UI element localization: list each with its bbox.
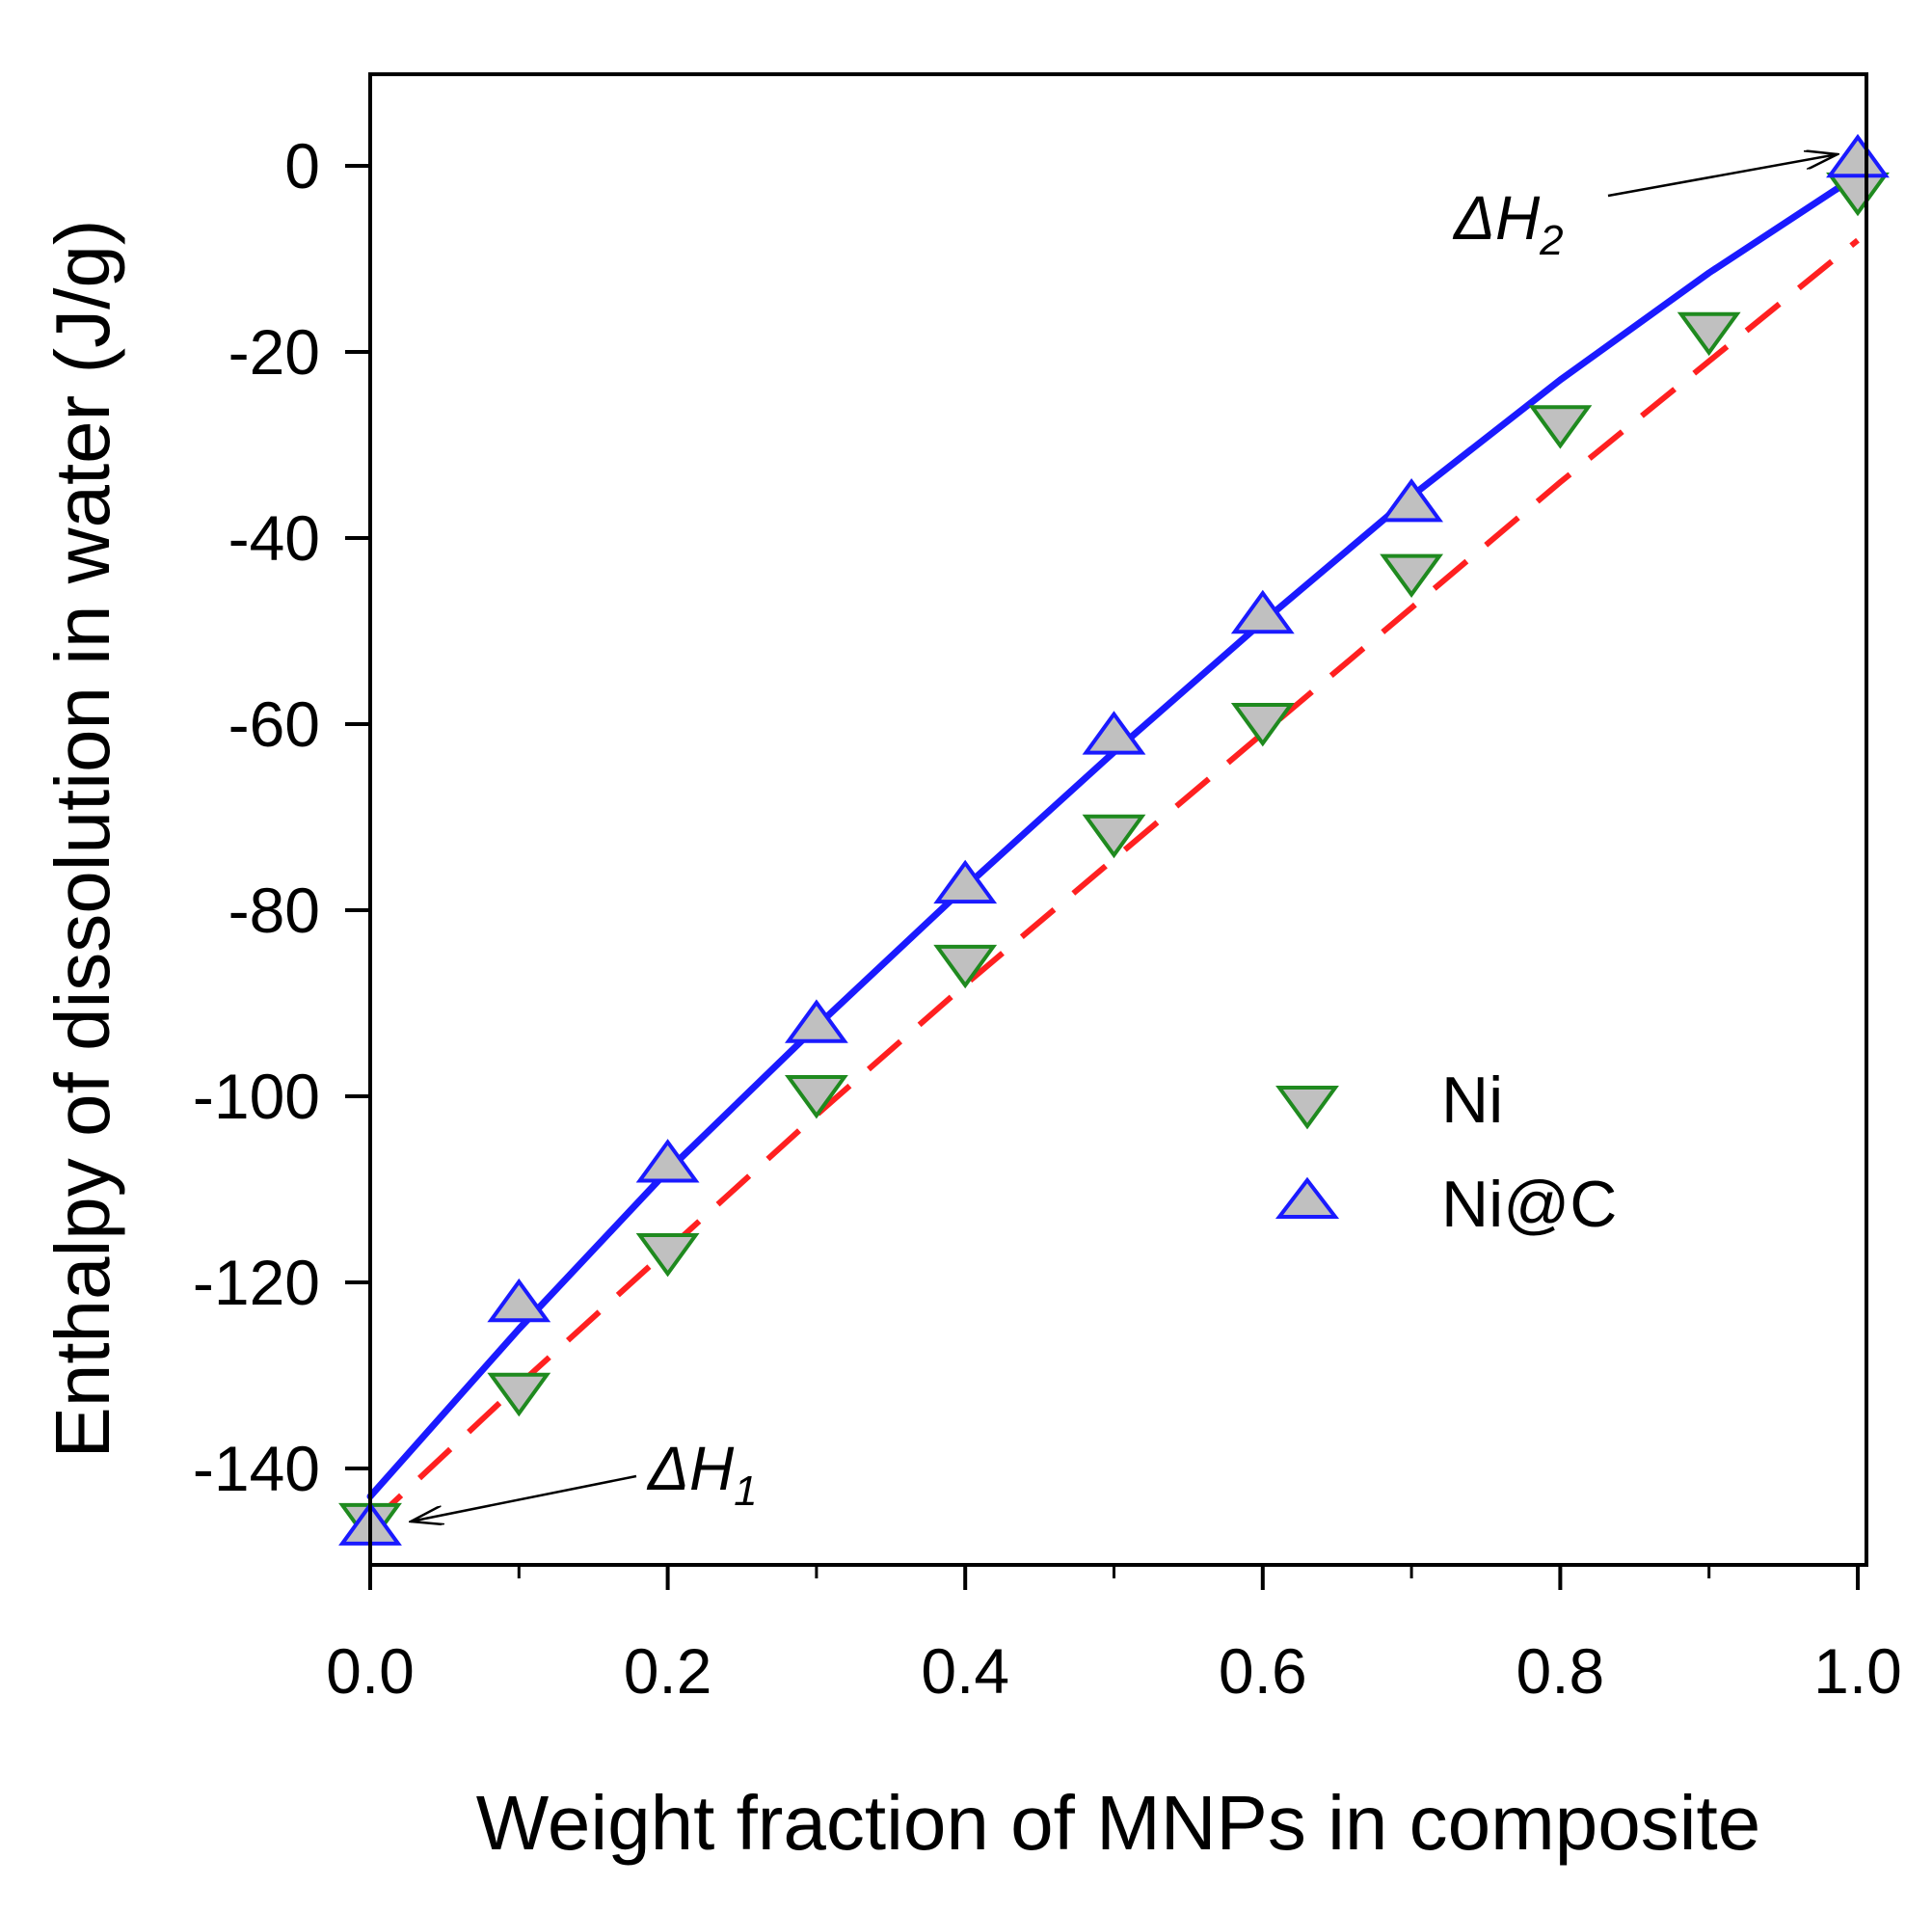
annotation-delta-h2: ΔH2 [1452, 154, 1838, 264]
annotation-delta-h1: ΔH1 [411, 1434, 758, 1522]
annotation-subscript-h1: 1 [734, 1468, 757, 1515]
annotation-text-h1: ΔH [646, 1434, 735, 1503]
y-tick-label: -100 [193, 1061, 320, 1132]
annotation-subscript-h2: 2 [1539, 217, 1563, 264]
annotation-label-h2: ΔH2 [1452, 183, 1564, 264]
x-tick-label: 0.4 [921, 1635, 1009, 1707]
x-tick-label: 0.2 [624, 1635, 712, 1707]
plot-frame [368, 72, 1868, 1567]
x-tick-label: 1.0 [1813, 1635, 1902, 1707]
x-tick-label: 0.6 [1219, 1635, 1307, 1707]
data-point-ni [784, 1075, 848, 1119]
annotation-label-h1: ΔH1 [646, 1434, 758, 1515]
y-tick-label: -80 [228, 875, 320, 946]
legend: Ni Ni@C [1275, 1064, 1617, 1241]
data-point-ni-at-c [635, 1139, 700, 1183]
legend-item-ni: Ni [1275, 1064, 1503, 1137]
legend-marker-ni [1275, 1086, 1339, 1130]
x-axis: 0.0 0.2 0.4 0.6 0.8 1.0 [326, 1565, 1902, 1707]
legend-label-ni-at-c: Ni@C [1441, 1168, 1617, 1241]
data-point-ni-at-c [1230, 589, 1295, 634]
x-tick-label: 0.8 [1516, 1635, 1605, 1707]
annotation-text-h2: ΔH [1452, 183, 1541, 253]
y-tick-label: -20 [228, 316, 320, 388]
data-point-ni-at-c [933, 859, 998, 904]
annotation-arrow-h1 [411, 1474, 637, 1522]
data-point-ni [1082, 814, 1146, 859]
y-axis-title: Enthalpy of dissolution in water (J/g) [40, 219, 125, 1458]
y-tick-label: -140 [193, 1433, 320, 1504]
legend-label-ni: Ni [1441, 1064, 1503, 1137]
data-point-ni [1230, 703, 1295, 747]
x-tick-label: 0.0 [326, 1635, 415, 1707]
data-point-ni-at-c [487, 1278, 551, 1323]
data-point-ni [933, 944, 998, 989]
legend-marker-ni-at-c [1275, 1176, 1340, 1219]
y-tick-label: 0 [284, 130, 320, 202]
annotation-arrow-h2 [1607, 154, 1838, 198]
data-point-ni-at-c [1826, 133, 1890, 178]
data-point-ni-at-c [784, 999, 848, 1043]
data-point-ni [635, 1233, 700, 1278]
markers-layer [338, 133, 1890, 1548]
data-point-ni-at-c [1380, 477, 1444, 523]
y-axis: 0 -20 -40 -60 -80 -100 -120 -140 [193, 130, 370, 1504]
y-tick-label: -120 [193, 1247, 320, 1318]
fit-line-ni [367, 237, 1860, 1527]
data-point-ni [1677, 311, 1741, 357]
data-point-ni [487, 1372, 551, 1417]
data-point-ni [1380, 553, 1444, 599]
y-tick-label: -40 [228, 502, 320, 574]
y-tick-label: -60 [228, 688, 320, 760]
legend-item-ni-at-c: Ni@C [1275, 1168, 1617, 1241]
data-point-ni [1528, 405, 1593, 449]
x-axis-title: Weight fraction of MNPs in composite [476, 1780, 1760, 1866]
data-point-ni-at-c [1082, 711, 1146, 755]
